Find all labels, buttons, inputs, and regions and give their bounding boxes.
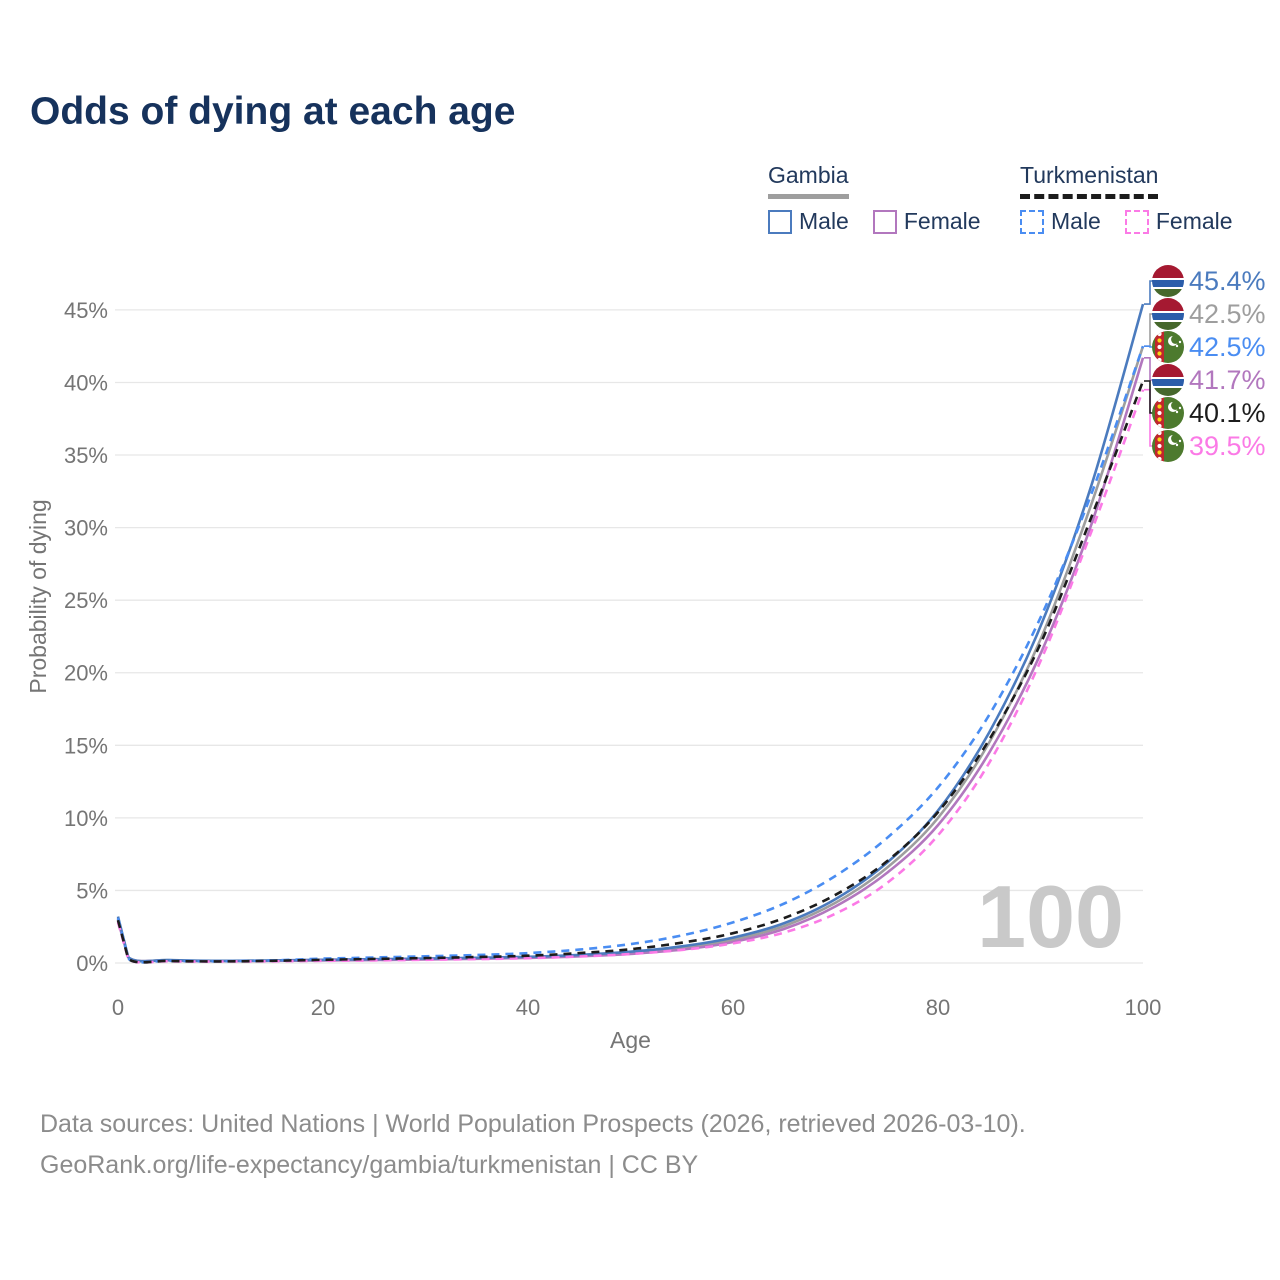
legend-item-turkmenistan-female: Female xyxy=(1124,208,1233,235)
turkmenistan-male-swatch-icon xyxy=(1020,209,1044,234)
x-tick-label-0: 0 xyxy=(112,995,124,1020)
legend-label-gambia-female: Female xyxy=(903,208,981,234)
footer-line-1: Data sources: United Nations | World Pop… xyxy=(40,1110,1026,1138)
legend-label-turkmenistan-male: Male xyxy=(1051,208,1101,234)
end-value-label-turkmenistan-both: 40.1% xyxy=(1189,398,1266,428)
x-tick-label-80: 80 xyxy=(926,995,950,1020)
footer-line-2: GeoRank.org/life-expectancy/gambia/turkm… xyxy=(40,1151,699,1179)
y-tick-label-35: 35% xyxy=(64,443,108,468)
x-tick-label-100: 100 xyxy=(1125,995,1162,1020)
gambia-flag-icon xyxy=(1152,298,1184,330)
page-title: Odds of dying at each age xyxy=(30,90,516,133)
gambia-flag-icon xyxy=(1152,364,1184,396)
legend-title-turkmenistan: Turkmenistan xyxy=(1020,162,1159,199)
end-value-label-turkmenistan-male: 42.5% xyxy=(1189,332,1266,362)
series-line-turkmenistan-male xyxy=(116,345,1145,964)
data-sources-footer: Data sources: United Nations | World Pop… xyxy=(40,1104,1026,1186)
watermark-age-100: 100 xyxy=(977,867,1124,966)
legend-label-gambia-male: Male xyxy=(799,208,849,234)
legend-group-turkmenistan: Turkmenistan Male Female xyxy=(1020,162,1249,235)
legend-group-gambia: Gambia Male Female xyxy=(768,162,997,235)
y-tick-label-20: 20% xyxy=(64,661,108,686)
x-tick-label-40: 40 xyxy=(516,995,540,1020)
turkmenistan-female-swatch-icon xyxy=(1124,209,1149,234)
gambia-flag-icon xyxy=(1152,265,1184,297)
legend-label-turkmenistan-female: Female xyxy=(1155,208,1233,234)
end-value-label-gambia-male: 45.4% xyxy=(1189,266,1266,296)
y-tick-label-25: 25% xyxy=(64,588,108,613)
y-tick-label-5: 5% xyxy=(76,878,108,903)
series-line-turkmenistan-female xyxy=(116,389,1145,964)
x-tick-label-20: 20 xyxy=(311,995,335,1020)
legend-item-turkmenistan-male: Male xyxy=(1020,208,1101,235)
x-tick-label-60: 60 xyxy=(721,995,745,1020)
gambia-female-swatch-icon xyxy=(872,209,897,234)
y-tick-label-15: 15% xyxy=(64,733,108,758)
series-line-turkmenistan-both xyxy=(116,380,1145,964)
legend-item-gambia-male: Male xyxy=(768,208,849,235)
y-axis-title: Probability of dying xyxy=(25,499,51,693)
turkmenistan-flag-icon xyxy=(1152,331,1184,363)
end-value-label-turkmenistan-female: 39.5% xyxy=(1189,431,1266,461)
y-tick-label-0: 0% xyxy=(76,951,108,976)
y-tick-label-30: 30% xyxy=(64,516,108,541)
end-value-label-gambia-both: 42.5% xyxy=(1189,299,1266,329)
series-line-gambia-male xyxy=(116,303,1145,963)
end-value-label-gambia-female: 41.7% xyxy=(1189,365,1266,395)
y-tick-label-10: 10% xyxy=(64,806,108,831)
legend-item-gambia-female: Female xyxy=(872,208,981,235)
x-axis-title: Age xyxy=(610,1027,651,1053)
gambia-male-swatch-icon xyxy=(768,209,792,234)
turkmenistan-flag-icon xyxy=(1152,430,1184,462)
turkmenistan-flag-icon xyxy=(1152,397,1184,429)
y-tick-label-40: 40% xyxy=(64,370,108,395)
y-tick-label-45: 45% xyxy=(64,298,108,323)
legend-title-gambia: Gambia xyxy=(768,162,849,199)
